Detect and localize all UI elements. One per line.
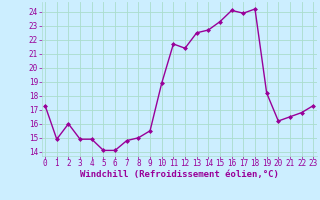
X-axis label: Windchill (Refroidissement éolien,°C): Windchill (Refroidissement éolien,°C) bbox=[80, 170, 279, 179]
